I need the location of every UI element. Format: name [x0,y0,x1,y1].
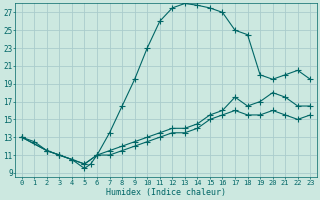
X-axis label: Humidex (Indice chaleur): Humidex (Indice chaleur) [106,188,226,197]
